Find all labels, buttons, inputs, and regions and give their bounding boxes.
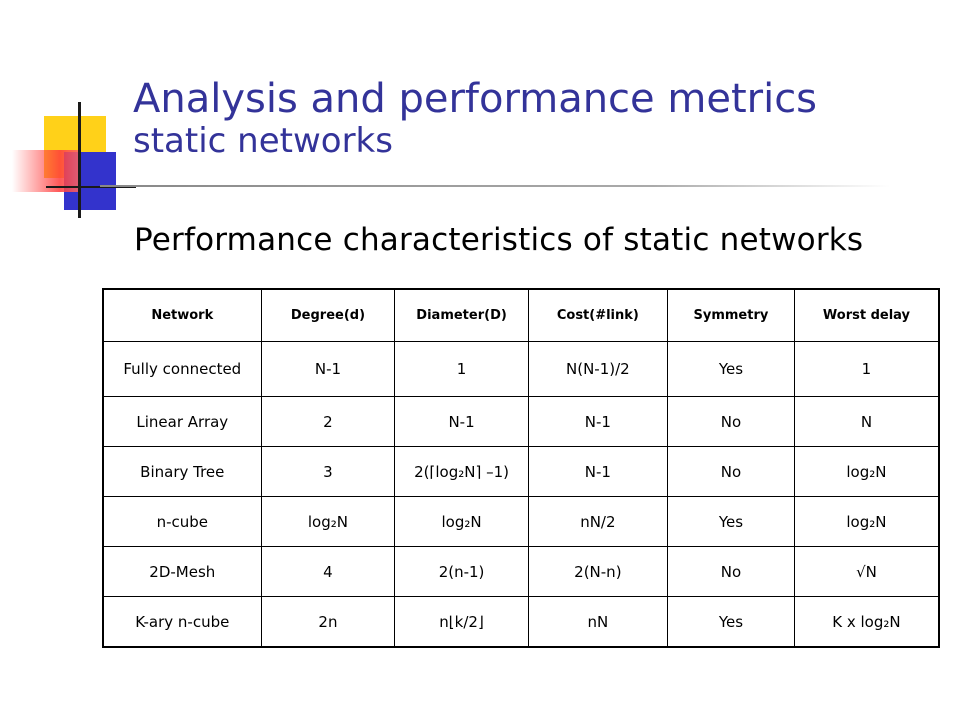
cell-cost: N(N-1)/2: [527, 341, 668, 397]
table-row: Binary Tree 3 2(⌈log₂N⌉ –1) N-1 No log₂N: [102, 446, 940, 497]
header-worst-delay: Worst delay: [793, 288, 940, 342]
table-row: n-cube log₂N log₂N nN/2 Yes log₂N: [102, 496, 940, 547]
slide-title-line1: Analysis and performance metrics: [133, 76, 818, 122]
cell-symmetry: No: [666, 446, 795, 497]
cell-diameter: 1: [394, 341, 529, 397]
cell-degree: 3: [260, 446, 396, 497]
cell-worst-delay: N: [793, 396, 940, 447]
cell-worst-delay: 1: [793, 341, 940, 397]
cell-network: K-ary n-cube: [102, 596, 262, 648]
cell-cost: N-1: [527, 396, 668, 447]
table-row: K-ary n-cube 2n n⌊k/2⌋ nN Yes K x log₂N: [102, 596, 940, 648]
header-diameter: Diameter(D): [394, 288, 529, 342]
title-divider: [100, 185, 890, 187]
slide-title-line2: static networks: [133, 121, 393, 161]
cell-network: Fully connected: [102, 341, 262, 397]
overlapping-squares-logo-icon: [0, 0, 140, 230]
header-symmetry: Symmetry: [666, 288, 795, 342]
cell-symmetry: Yes: [666, 341, 795, 397]
cell-network: 2D-Mesh: [102, 546, 262, 597]
slide-subtitle: Performance characteristics of static ne…: [134, 222, 864, 258]
cell-symmetry: No: [666, 546, 795, 597]
table-header-row: Network Degree(d) Diameter(D) Cost(#link…: [102, 288, 940, 342]
cell-symmetry: No: [666, 396, 795, 447]
cell-degree: log₂N: [260, 496, 396, 547]
table-row: Fully connected N-1 1 N(N-1)/2 Yes 1: [102, 341, 940, 397]
cell-diameter: 2(n-1): [394, 546, 529, 597]
performance-table: Network Degree(d) Diameter(D) Cost(#link…: [102, 288, 940, 648]
cell-diameter: log₂N: [394, 496, 529, 547]
cell-worst-delay: log₂N: [793, 446, 940, 497]
cell-network: Linear Array: [102, 396, 262, 447]
header-network: Network: [102, 288, 262, 342]
cell-cost: nN: [527, 596, 668, 648]
header-cost: Cost(#link): [527, 288, 668, 342]
cell-cost: N-1: [527, 446, 668, 497]
cell-symmetry: Yes: [666, 496, 795, 547]
cell-worst-delay: log₂N: [793, 496, 940, 547]
cell-diameter: 2(⌈log₂N⌉ –1): [394, 446, 529, 497]
cell-degree: 2n: [260, 596, 396, 648]
cell-cost: 2(N-n): [527, 546, 668, 597]
table-row: Linear Array 2 N-1 N-1 No N: [102, 396, 940, 447]
cell-degree: 4: [260, 546, 396, 597]
cell-symmetry: Yes: [666, 596, 795, 648]
logo-red-square: [12, 150, 80, 192]
cell-worst-delay: √N: [793, 546, 940, 597]
cell-diameter: n⌊k/2⌋: [394, 596, 529, 648]
cell-worst-delay: K x log₂N: [793, 596, 940, 648]
cell-network: n-cube: [102, 496, 262, 547]
cell-cost: nN/2: [527, 496, 668, 547]
table-row: 2D-Mesh 4 2(n-1) 2(N-n) No √N: [102, 546, 940, 597]
logo-horizontal-line: [46, 186, 136, 188]
header-degree: Degree(d): [260, 288, 396, 342]
cell-diameter: N-1: [394, 396, 529, 447]
logo-vertical-line: [78, 102, 81, 218]
slide-title: Analysis and performance metrics static …: [133, 78, 933, 160]
cell-network: Binary Tree: [102, 446, 262, 497]
cell-degree: 2: [260, 396, 396, 447]
cell-degree: N-1: [260, 341, 396, 397]
